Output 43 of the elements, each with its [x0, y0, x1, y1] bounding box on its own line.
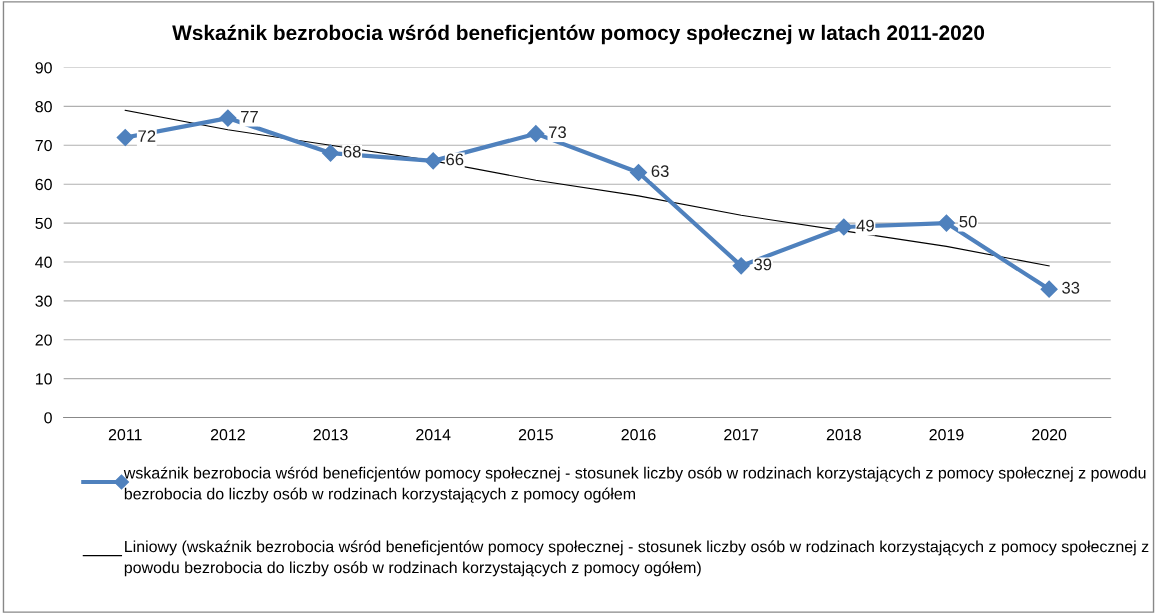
data-label: 63 — [651, 165, 669, 178]
x-tick-label: 2017 — [724, 429, 759, 441]
point — [1040, 280, 1058, 298]
y-tick-label: 40 — [35, 256, 52, 268]
data-label: 66 — [446, 153, 464, 166]
data-label: 50 — [959, 215, 977, 228]
y-tick-label: 60 — [35, 178, 52, 191]
point — [732, 257, 750, 275]
point — [527, 125, 545, 143]
x-tick-label: 2013 — [313, 429, 348, 441]
x-tick-label: 2014 — [416, 429, 451, 441]
y-tick-label: 50 — [35, 217, 52, 230]
data-label: 39 — [754, 258, 772, 271]
y-tick-label: 10 — [35, 373, 52, 385]
y-tick-label: 0 — [44, 412, 52, 424]
x-tick-label: 2020 — [1032, 429, 1067, 441]
point — [424, 152, 442, 170]
data-label: 68 — [343, 145, 361, 158]
y-tick-label: 90 — [35, 62, 52, 74]
data-label: 49 — [856, 219, 874, 232]
point — [116, 128, 134, 147]
point — [937, 214, 956, 232]
x-tick-label: 2015 — [518, 429, 553, 441]
x-tick-label: 2018 — [826, 429, 861, 441]
chart-title: Wskaźnik bezrobocia wśród beneficjentów pomocy społecznej w latach 2011-2020 — [172, 24, 985, 45]
data-label: 33 — [1062, 281, 1080, 294]
data-label: 77 — [241, 110, 258, 123]
y-tick-label: 70 — [35, 139, 52, 152]
x-tick-label: 2011 — [108, 429, 142, 441]
x-tick-label: 2012 — [210, 429, 245, 441]
y-tick-label: 30 — [35, 295, 52, 307]
point — [629, 163, 648, 182]
x-tick-label: 2019 — [929, 429, 964, 441]
x-tick-label: 2016 — [621, 429, 656, 441]
y-tick-label: 20 — [35, 334, 52, 346]
point — [219, 109, 237, 127]
legend-label: Liniowy (wskaźnik bezrobocia wśród beneficjentów pomocy społecznej - stosunek liczby osób w rodzinach korzystających z pomocy społecznej z powodu bezrobocia do liczby osób w rodzinach korzystających z pomocy ogółem) — [124, 540, 1149, 577]
point — [835, 218, 853, 236]
data-label: 73 — [549, 126, 566, 139]
y-tick-label: 80 — [35, 101, 52, 113]
legend-label: wskaźnik bezrobocia wśród beneficjentów pomocy społecznej - stosunek liczby osób w rodzinach korzystających z pomocy społecznej z powodu bezrobocia do liczby osób w rodzinach korzystających z pomocy ogółem — [123, 466, 1146, 503]
data-label: 72 — [138, 130, 156, 142]
point — [321, 144, 340, 162]
